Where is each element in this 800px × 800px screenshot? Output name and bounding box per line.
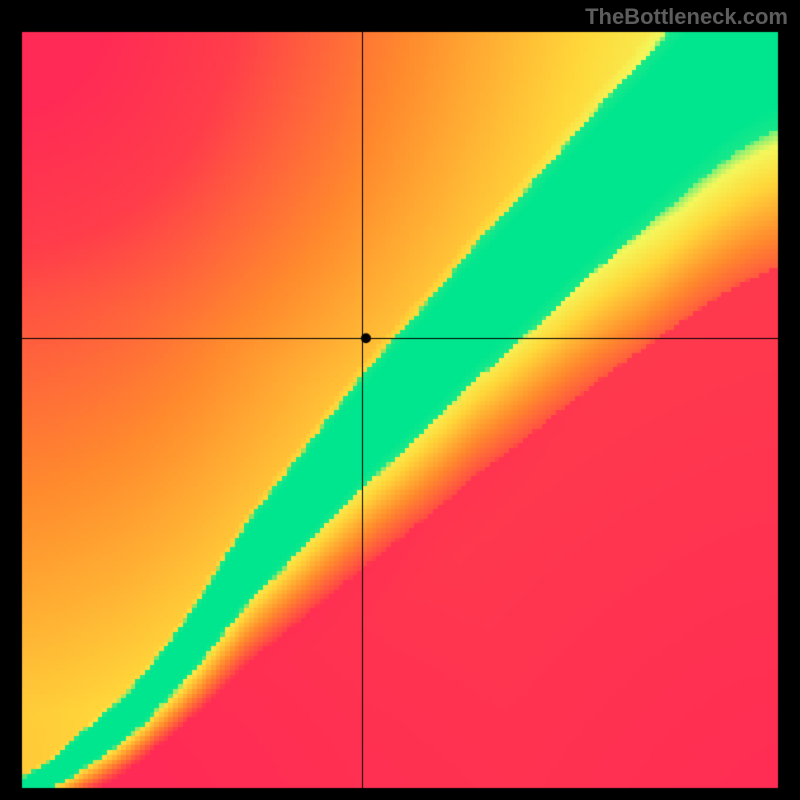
chart-stage: TheBottleneck.com [0, 0, 800, 800]
bottleneck-heatmap [0, 0, 800, 800]
watermark-text: TheBottleneck.com [585, 4, 788, 30]
